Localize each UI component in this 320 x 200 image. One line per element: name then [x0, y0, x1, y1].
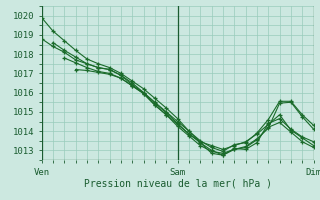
X-axis label: Pression niveau de la mer( hPa ): Pression niveau de la mer( hPa ): [84, 178, 272, 188]
